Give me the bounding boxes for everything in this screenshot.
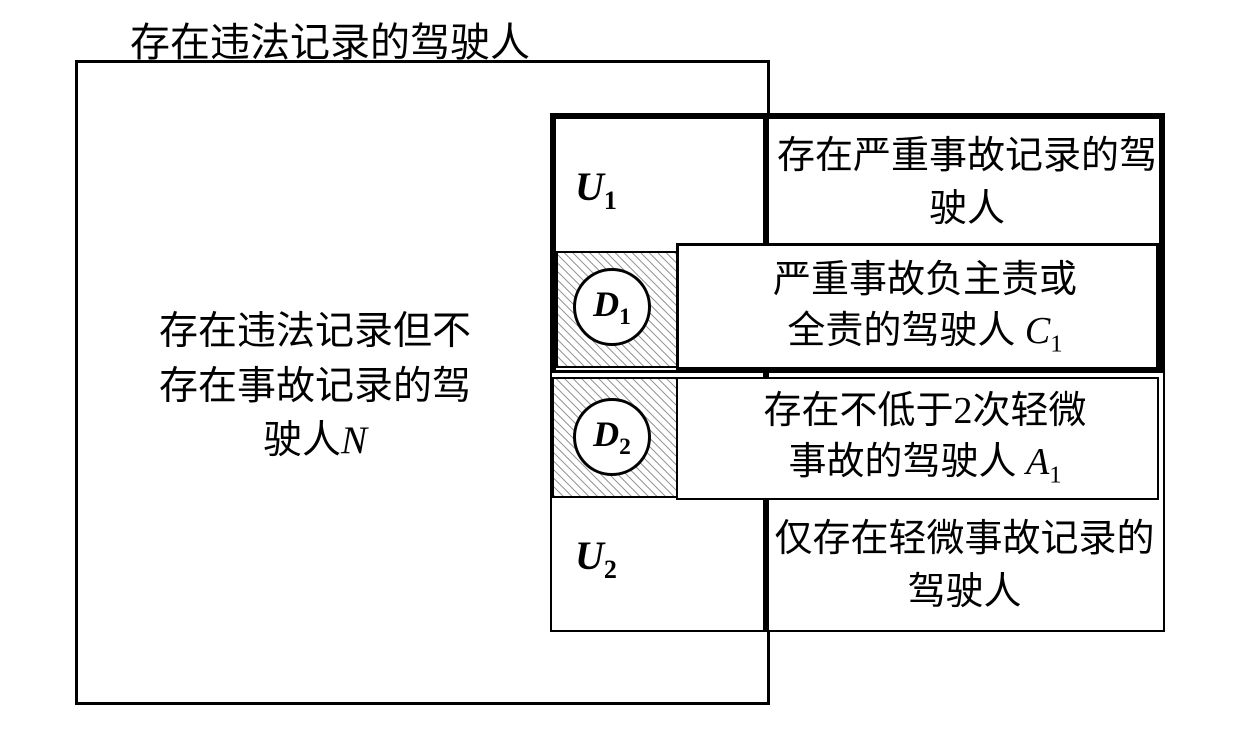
set-diagram: 存在违法记录的驾驶人 D1 D2 存在违法记录但不 存在事故记录的驾 驶人N U… — [75, 10, 1185, 730]
u1-label: U1 — [575, 163, 617, 216]
minor-accident-text: 仅存在轻微事故记录的 驾驶人 — [767, 513, 1162, 619]
severe-accident-text: 存在严重事故记录的驾 驶人 — [777, 130, 1157, 236]
severe-fault-text: 严重事故负主责或 全责的驾驶人 C1 — [695, 255, 1155, 361]
u2-label: U2 — [575, 532, 617, 585]
no-accident-text: 存在违法记录但不 存在事故记录的驾 驶人N — [115, 305, 515, 469]
minor-multi-text: 存在不低于2次轻微 事故的驾驶人 A1 — [695, 386, 1155, 492]
d2-circle-label: D2 — [573, 398, 651, 476]
d1-circle-label: D1 — [573, 268, 651, 346]
